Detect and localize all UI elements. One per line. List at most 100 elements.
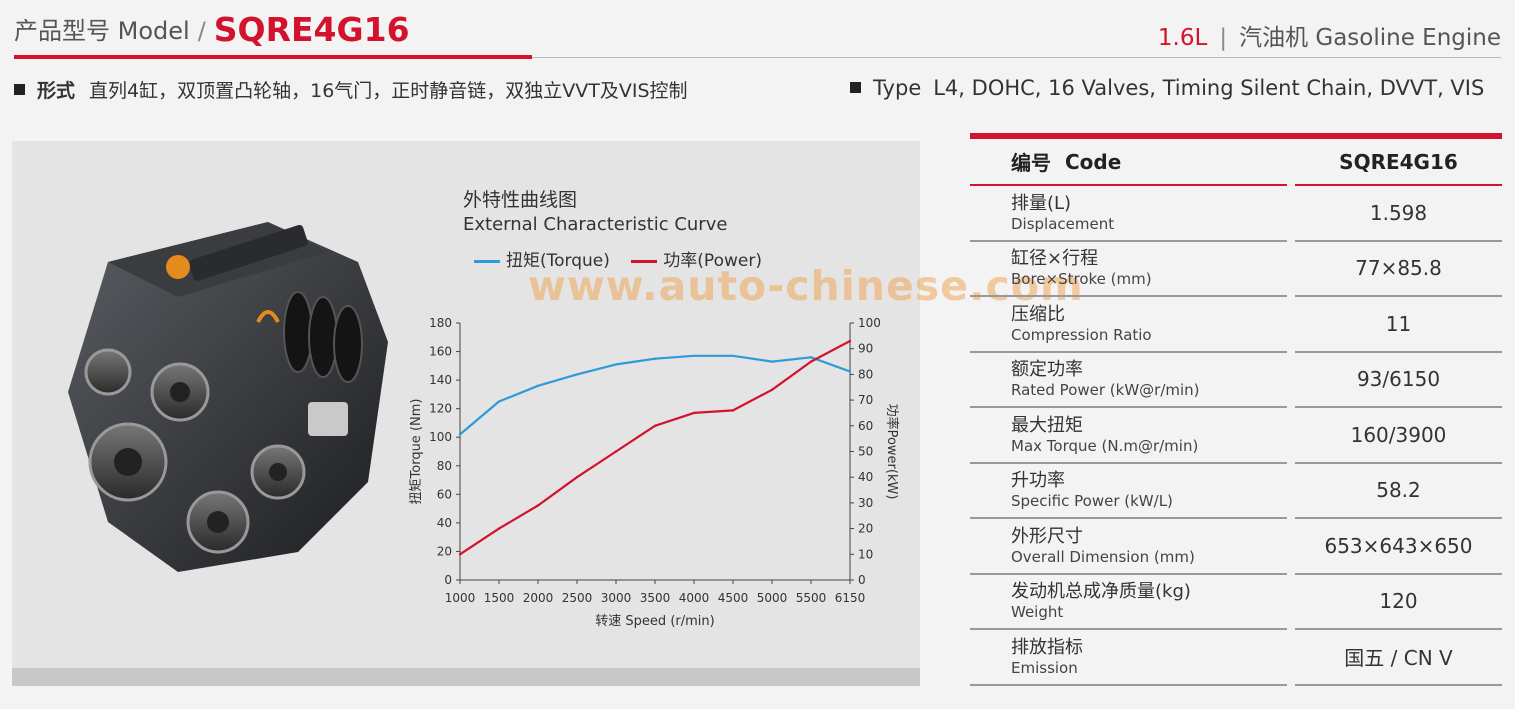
spec-label-cn: 额定功率 [1011,359,1083,381]
spec-row: 排量(L) Displacement 1.598 [970,186,1502,242]
data-point-torque [575,373,579,376]
y-tick-label-right: 20 [858,522,873,536]
spec-header-value: SQRE4G16 [1295,139,1502,186]
data-point-torque [614,363,618,366]
x-tick-label: 3000 [601,591,632,605]
legend-item-torque: 扭矩(Torque) [474,251,610,271]
bullet-square-icon [14,84,25,95]
spec-header-en: Code [1065,149,1122,174]
spec-label-en: Compression Ratio [1011,325,1152,344]
spec-label: 排量(L) Displacement [970,186,1287,242]
y-axis-label-right: 功率Power(kW) [884,404,900,500]
header-separator: | [1219,25,1228,51]
spec-label: 额定功率 Rated Power (kW@r/min) [970,353,1287,408]
data-point-torque [848,370,852,373]
type-en-text: L4, DOHC, 16 Valves, Timing Silent Chain… [933,76,1485,100]
y-tick-label-left: 180 [429,316,452,330]
spec-label-cn: 缸径×行程 [1011,248,1099,270]
data-point-power [536,504,540,507]
spec-label-cn: 最大扭矩 [1011,414,1083,436]
legend-label-torque: 扭矩(Torque) [506,251,610,271]
x-tick-label: 3500 [640,591,671,605]
spec-label: 最大扭矩 Max Torque (N.m@r/min) [970,408,1287,464]
type-cn-text: 直列4缸，双顶置凸轮轴，16气门，正时静音链，双独立VVT及VIS控制 [89,80,688,102]
model-slash: / [197,17,206,45]
spec-label-en: Bore×Stroke (mm) [1011,270,1152,289]
spec-row: 额定功率 Rated Power (kW@r/min) 93/6150 [970,353,1502,408]
spec-value: 120 [1295,575,1502,630]
y-tick-label-right: 10 [858,547,873,561]
characteristic-curve-chart: 0 20 40 60 80 100 120 140 160 180 0 10 20 30 40 50 60 70 8… [409,316,900,629]
spec-label-en: Weight [1011,603,1064,622]
y-tick-label-right: 90 [858,342,873,356]
spec-row: 压缩比 Compression Ratio 11 [970,297,1502,353]
spec-value: 国五 / CN V [1295,630,1502,686]
spec-label: 发动机总成净质量(kg) Weight [970,575,1287,630]
spec-header-label: 编号 Code [970,139,1287,186]
engine-image [68,222,388,572]
spec-value: 77×85.8 [1295,242,1502,297]
x-tick-label: 4500 [718,591,749,605]
x-tick-label: 4000 [679,591,710,605]
y-tick-label-right: 40 [858,470,873,484]
spec-value: 11 [1295,297,1502,353]
data-point-torque [809,356,813,359]
spec-label: 缸径×行程 Bore×Stroke (mm) [970,242,1287,297]
data-point-power [458,553,462,556]
data-point-torque [692,354,696,358]
y-tick-label-right: 80 [858,367,873,381]
chart-legend: 扭矩(Torque) 功率(Power) [474,246,778,271]
engine-type-label: 汽油机 Gasoline Engine [1239,25,1501,51]
spec-table-top-bar [970,133,1502,139]
spec-row: 最大扭矩 Max Torque (N.m@r/min) 160/3900 [970,408,1502,464]
spec-row: 缸径×行程 Bore×Stroke (mm) 77×85.8 [970,242,1502,297]
x-tick-label: 2000 [523,591,554,605]
data-point-power [809,360,813,363]
spec-label-cn: 发动机总成净质量(kg) [1011,581,1191,603]
y-tick-label-left: 40 [437,516,452,530]
legend-label-power: 功率(Power) [663,251,762,271]
series-line-torque [459,354,851,436]
model-heading: 产品型号 Model / SQRE4G16 [14,8,410,49]
x-tick-label: 1500 [484,591,515,605]
spec-label: 升功率 Specific Power (kW/L) [970,464,1287,519]
spec-label-cn: 压缩比 [1011,303,1065,325]
spec-table: 编号 Code SQRE4G16 排量(L) Displacement 1.598 缸径… [970,133,1502,686]
x-tick-label: 2500 [562,591,593,605]
legend-item-power: 功率(Power) [631,251,762,271]
data-point-power [692,411,696,415]
x-tick-label: 6150 [835,591,866,605]
spec-value: 93/6150 [1295,353,1502,408]
spec-label-en: Emission [1011,658,1078,677]
y-tick-label-right: 0 [858,573,866,587]
spec-label-en: Rated Power (kW@r/min) [1011,381,1200,400]
header-accent-bar [14,55,532,59]
legend-swatch-power [631,259,658,263]
spec-label: 压缩比 Compression Ratio [970,297,1287,353]
y-tick-label-left: 160 [429,345,452,359]
type-cn-label: 形式 [37,80,76,102]
type-line-en: Type L4, DOHC, 16 Valves, Timing Silent C… [850,76,1484,100]
bullet-square-icon [850,82,861,93]
x-tick-label: 1000 [445,591,476,605]
y-tick-label-left: 100 [429,430,452,444]
y-tick-label-left: 80 [437,459,452,473]
displacement-label: 1.6L [1157,25,1208,51]
y-tick-label-left: 120 [429,402,452,416]
data-point-power [653,424,657,427]
spec-label-en: Max Torque (N.m@r/min) [1011,436,1199,455]
spec-label-cn: 排量(L) [1011,192,1072,214]
spec-value: 160/3900 [1295,408,1502,464]
spec-row: 排放指标 Emission 国五 / CN V [970,630,1502,686]
spec-label: 外形尺寸 Overall Dimension (mm) [970,519,1287,575]
data-point-torque [731,354,735,358]
data-point-torque [458,433,462,436]
y-tick-label-right: 70 [858,393,873,407]
y-tick-label-left: 60 [437,487,452,501]
data-point-power [575,476,579,479]
spec-label-en: Specific Power (kW/L) [1011,492,1173,511]
y-tick-label-left: 140 [429,373,452,387]
x-tick-label: 5000 [757,591,788,605]
spec-row: 发动机总成净质量(kg) Weight 120 [970,575,1502,630]
spec-value: 653×643×650 [1295,519,1502,575]
